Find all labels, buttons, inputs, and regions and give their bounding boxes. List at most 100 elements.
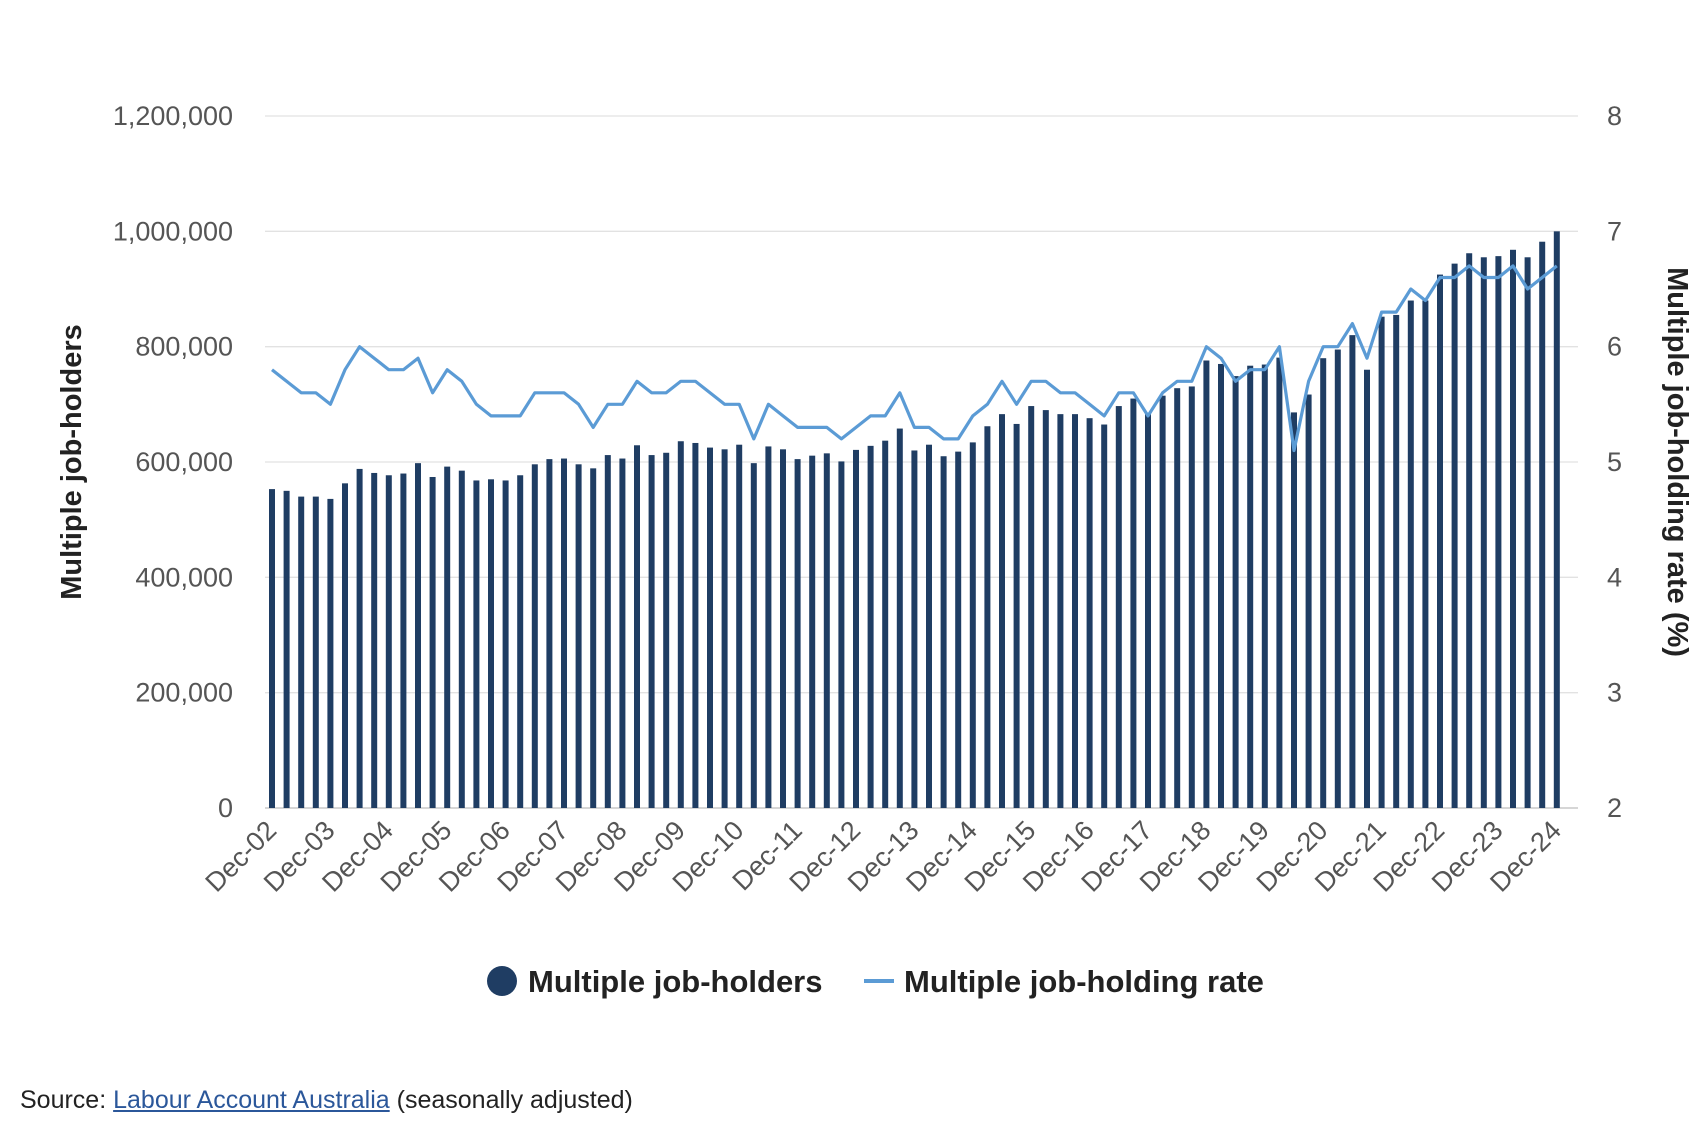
legend-bar-marker: [487, 966, 517, 996]
bar: [1422, 300, 1429, 808]
source-suffix: (seasonally adjusted): [389, 1086, 633, 1114]
bar: [429, 476, 436, 808]
bar: [342, 483, 348, 808]
bar: [458, 470, 465, 808]
bar: [736, 444, 743, 808]
bar: [707, 447, 713, 808]
bar: [1203, 360, 1210, 808]
bar: [1072, 414, 1078, 808]
bar: [882, 440, 889, 808]
legend-label-multiple-job-holding-rate: Multiple job-holding rate: [904, 964, 1264, 999]
bar: [999, 414, 1005, 808]
right-tick-label: 6: [1607, 332, 1622, 362]
bar: [780, 449, 786, 808]
left-axis-tick-labels: 0 200,000 400,000 600,000 800,000 1,000,000 1,…: [113, 101, 233, 823]
bar: [1028, 406, 1035, 808]
combo-chart: 0 200,000 400,000 600,000 800,000 1,000,000 1,…: [56, 101, 1693, 999]
bar: [1378, 316, 1385, 808]
bar: [1495, 256, 1502, 808]
bar: [648, 455, 655, 808]
legend: Multiple job-holders Multiple job-holdin…: [487, 964, 1264, 999]
bar: [385, 475, 392, 808]
bar: [1320, 358, 1327, 808]
bar: [1291, 412, 1297, 808]
bar: [677, 441, 684, 808]
rate-line: [271, 264, 1558, 453]
bar: [531, 464, 538, 808]
line-series-multiple-job-holding-rate: [271, 264, 1558, 453]
bar: [488, 479, 494, 808]
bar: [984, 426, 991, 808]
bar: [356, 468, 363, 808]
left-tick-label: 800,000: [135, 332, 233, 362]
left-tick-label: 0: [218, 793, 233, 823]
bar: [823, 453, 830, 808]
source-prefix: Source:: [20, 1086, 114, 1114]
bar: [619, 458, 626, 808]
bar: [794, 459, 801, 808]
bar: [765, 446, 772, 808]
bar: [1407, 300, 1414, 808]
bar: [1539, 241, 1546, 809]
left-axis-title: Multiple job-holders: [56, 324, 88, 600]
bar-series-multiple-job-holders: [269, 231, 1560, 809]
bar: [955, 451, 962, 808]
bar: [692, 442, 699, 808]
bar: [283, 490, 290, 808]
bar: [1451, 263, 1458, 808]
bar: [1437, 274, 1443, 808]
bar: [312, 496, 319, 808]
bar: [1524, 257, 1531, 808]
left-tick-label: 200,000: [135, 678, 233, 708]
gridlines: [265, 115, 1578, 809]
bar: [546, 459, 553, 808]
bar: [911, 450, 918, 808]
bar: [298, 496, 305, 808]
bar: [502, 480, 509, 808]
right-tick-label: 4: [1607, 562, 1622, 592]
right-tick-label: 7: [1607, 216, 1622, 246]
bar: [1013, 423, 1020, 808]
bar: [1349, 335, 1356, 808]
bar: [269, 489, 275, 808]
bar: [1057, 414, 1064, 808]
bar: [444, 466, 451, 808]
source-note: Source: Labour Account Australia (season…: [20, 1086, 633, 1115]
bar: [1159, 395, 1166, 808]
bar: [1188, 386, 1195, 808]
bar: [926, 444, 932, 808]
bar: [634, 445, 640, 808]
legend-label-multiple-job-holders: Multiple job-holders: [528, 964, 823, 999]
bar: [896, 428, 903, 808]
bar: [1086, 418, 1093, 808]
bar: [473, 480, 480, 808]
left-tick-label: 1,000,000: [113, 216, 233, 246]
bar: [1553, 231, 1560, 809]
left-tick-label: 1,200,000: [113, 101, 233, 131]
right-tick-label: 5: [1607, 447, 1622, 477]
bar: [1101, 424, 1108, 808]
bar: [1174, 388, 1181, 808]
bar: [1466, 253, 1473, 808]
bar: [721, 449, 728, 808]
bar: [371, 472, 378, 808]
bar: [750, 463, 757, 808]
bar: [1145, 413, 1151, 808]
right-tick-label: 3: [1607, 678, 1622, 708]
right-axis-tick-labels: 2 3 4 5 6 7 8: [1607, 101, 1622, 823]
bar: [561, 458, 567, 808]
bar: [853, 449, 859, 808]
bar: [517, 475, 524, 808]
bar: [809, 455, 816, 808]
bar: [969, 442, 976, 808]
left-tick-label: 600,000: [135, 447, 233, 477]
bar: [1334, 349, 1341, 808]
bar: [590, 468, 597, 808]
bar: [1115, 406, 1122, 808]
bar: [604, 455, 611, 808]
left-tick-label: 400,000: [135, 562, 233, 592]
bar: [1276, 357, 1283, 808]
bar: [1480, 257, 1487, 808]
bar: [400, 473, 407, 808]
source-link[interactable]: Labour Account Australia: [113, 1086, 390, 1114]
